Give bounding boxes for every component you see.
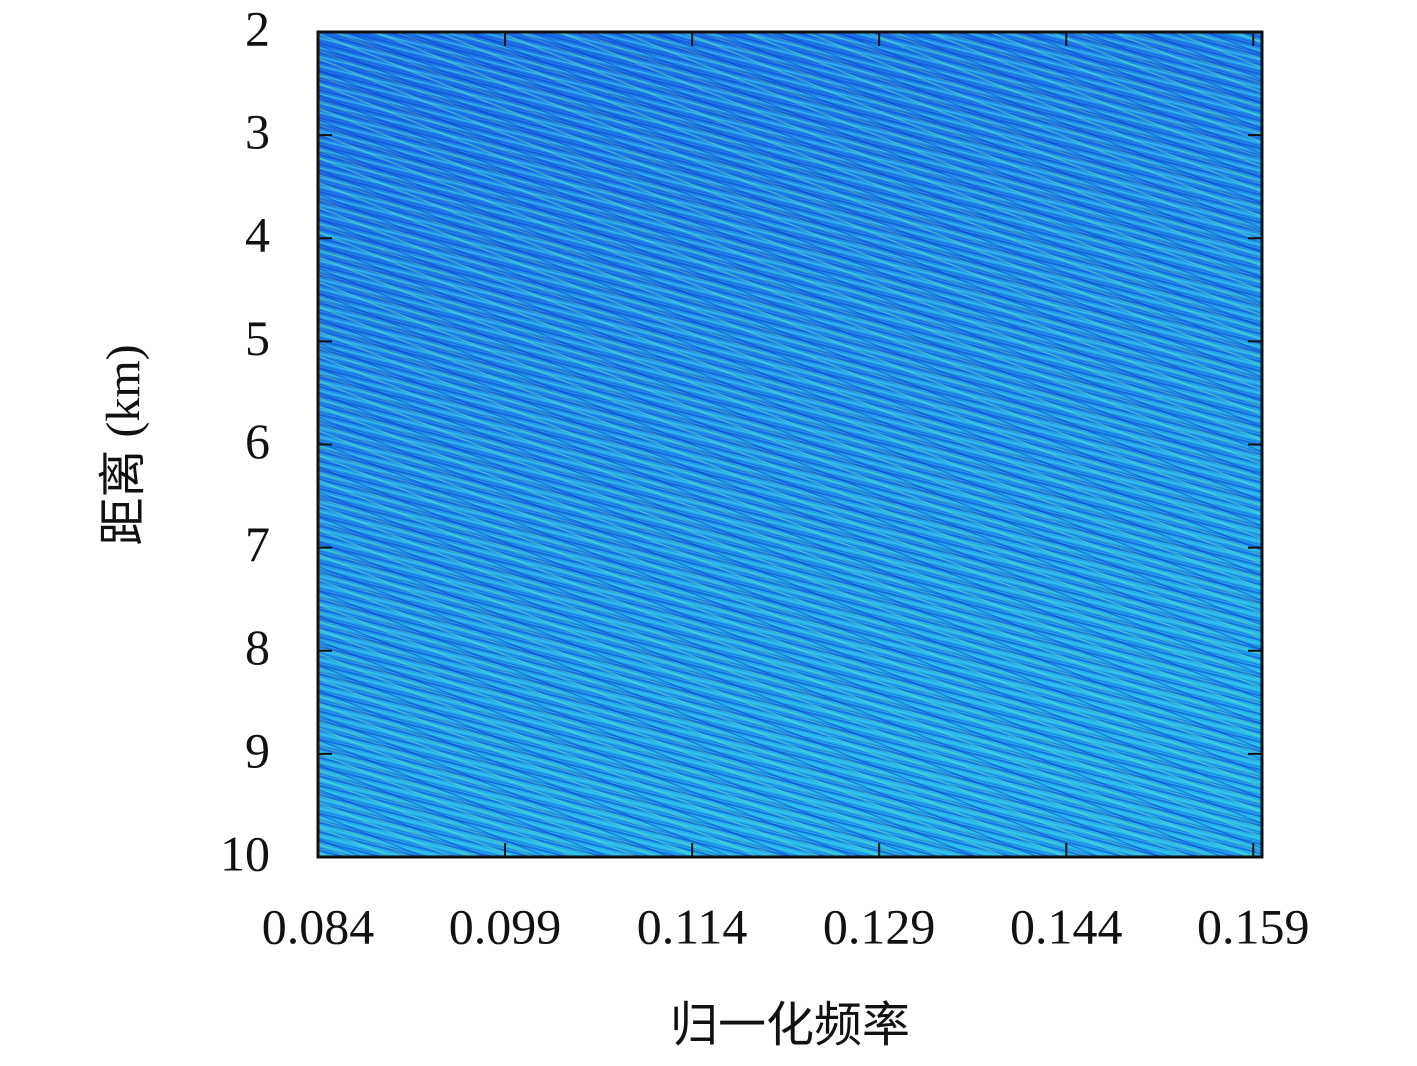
y-tick-label: 7 — [245, 516, 270, 572]
y-tick-label: 6 — [245, 413, 270, 469]
y-tick-label: 4 — [245, 207, 270, 263]
x-tick-label: 0.129 — [823, 898, 936, 954]
x-tick-label: 0.084 — [262, 898, 375, 954]
x-tick-label: 0.144 — [1010, 898, 1123, 954]
heatmap-image — [318, 32, 1262, 857]
y-tick-label: 3 — [245, 104, 270, 160]
y-axis-title: 距离 (km) — [97, 344, 150, 545]
x-axis-title: 归一化频率 — [670, 999, 910, 1052]
x-tick-label: 0.099 — [449, 898, 562, 954]
y-tick-label: 10 — [220, 825, 270, 881]
x-tick-label: 0.114 — [637, 898, 748, 954]
y-tick-label: 5 — [245, 310, 270, 366]
y-tick-label: 2 — [245, 0, 270, 56]
y-tick-label: 9 — [245, 722, 270, 778]
x-tick-label: 0.159 — [1197, 898, 1310, 954]
y-tick-label: 8 — [245, 619, 270, 675]
